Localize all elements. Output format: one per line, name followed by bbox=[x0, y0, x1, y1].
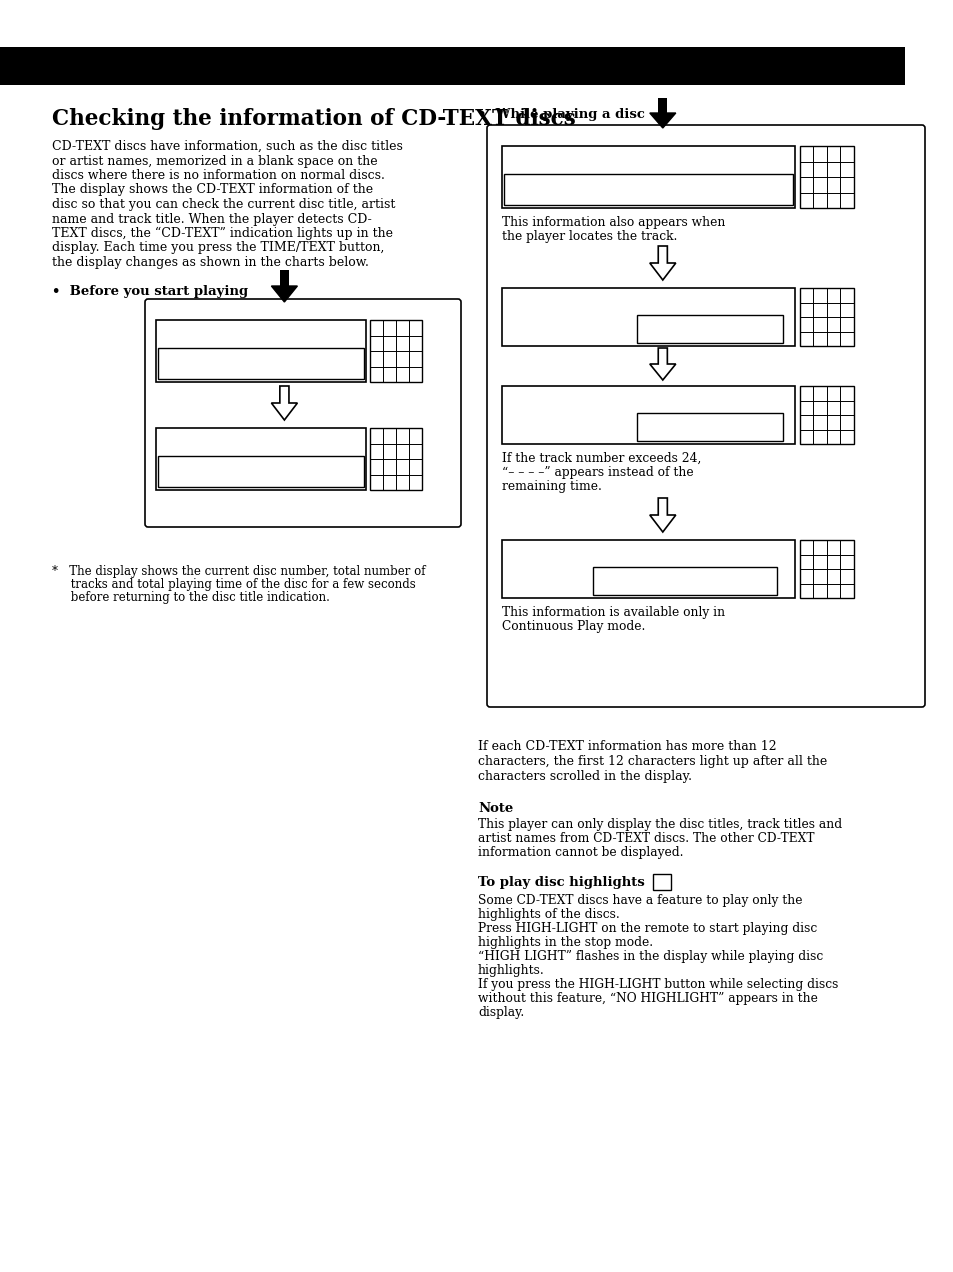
Text: TEXT discs, the “CD-TEXT” indication lights up in the: TEXT discs, the “CD-TEXT” indication lig… bbox=[52, 226, 393, 240]
Polygon shape bbox=[271, 385, 297, 420]
Text: 2: 2 bbox=[505, 570, 513, 583]
Text: Sony Band: Sony Band bbox=[160, 460, 232, 473]
Bar bbox=[800, 385, 853, 444]
Text: information cannot be displayed.: information cannot be displayed. bbox=[477, 846, 682, 859]
Text: HitechBlues: HitechBlues bbox=[505, 178, 594, 191]
Text: 2    1: 2 1 bbox=[505, 318, 551, 331]
Bar bbox=[156, 427, 366, 490]
Text: characters scrolled in the display.: characters scrolled in the display. bbox=[477, 770, 691, 784]
Text: 2    1│  1.56: 2 1│ 1.56 bbox=[505, 318, 604, 333]
Text: artist names from CD-TEXT discs. The other CD-TEXT: artist names from CD-TEXT discs. The oth… bbox=[477, 832, 814, 845]
Text: highlights in the stop mode.: highlights in the stop mode. bbox=[477, 936, 653, 949]
Text: the display changes as shown in the charts below.: the display changes as shown in the char… bbox=[52, 256, 369, 268]
Bar bbox=[800, 146, 853, 209]
Text: ʒʒʒʒʒ: ʒʒʒʒʒ bbox=[223, 441, 251, 450]
Text: -58.50: -58.50 bbox=[597, 570, 642, 583]
Text: Sony Band: Sony Band bbox=[160, 460, 232, 473]
Text: without this feature, “NO HIGHLIGHT” appears in the: without this feature, “NO HIGHLIGHT” app… bbox=[477, 992, 817, 1005]
Text: 2    1│ -1.57: 2 1│ -1.57 bbox=[505, 416, 604, 431]
Bar bbox=[158, 349, 364, 379]
Text: or artist names, memorized in a blank space on the: or artist names, memorized in a blank sp… bbox=[52, 154, 377, 168]
Text: ʒʒʒʒʒ: ʒʒʒʒʒ bbox=[595, 160, 622, 169]
Bar bbox=[158, 455, 364, 487]
Bar bbox=[501, 146, 794, 209]
Text: Some CD-TEXT discs have a feature to play only the: Some CD-TEXT discs have a feature to pla… bbox=[477, 894, 801, 907]
Bar bbox=[636, 314, 782, 342]
Text: If you press the HIGH-LIGHT button while selecting discs: If you press the HIGH-LIGHT button while… bbox=[477, 978, 838, 991]
Text: characters, the first 12 characters light up after all the: characters, the first 12 characters ligh… bbox=[477, 756, 826, 768]
Text: *   The display shows the current disc number, total number of: * The display shows the current disc num… bbox=[52, 565, 425, 577]
Text: i: i bbox=[657, 876, 659, 885]
Text: remaining time.: remaining time. bbox=[501, 480, 601, 494]
Text: Continuous Play mode.: Continuous Play mode. bbox=[501, 619, 644, 633]
Text: This information also appears when: This information also appears when bbox=[501, 216, 724, 229]
Bar bbox=[156, 321, 366, 382]
Text: highlights.: highlights. bbox=[477, 964, 544, 977]
Bar bbox=[279, 270, 289, 286]
Text: •  Before you start playing: • Before you start playing bbox=[52, 285, 248, 298]
Bar bbox=[652, 874, 670, 890]
Text: 2    1: 2 1 bbox=[505, 416, 551, 429]
Text: tracks and total playing time of the disc for a few seconds: tracks and total playing time of the dis… bbox=[52, 577, 416, 591]
Text: 1.56: 1.56 bbox=[640, 318, 686, 331]
Bar bbox=[658, 98, 667, 113]
Text: ʒʒʒʒʒ: ʒʒʒʒʒ bbox=[595, 553, 622, 562]
Text: The display shows the CD-TEXT information of the: The display shows the CD-TEXT informatio… bbox=[52, 183, 373, 196]
Text: Checking the information of CD-TEXT discs: Checking the information of CD-TEXT disc… bbox=[52, 108, 576, 130]
Text: CD-TEXT discs have information, such as the disc titles: CD-TEXT discs have information, such as … bbox=[52, 140, 402, 153]
Bar bbox=[503, 174, 792, 205]
Text: before returning to the disc title indication.: before returning to the disc title indic… bbox=[52, 591, 330, 604]
Text: -1.57: -1.57 bbox=[640, 416, 686, 429]
Bar bbox=[800, 287, 853, 346]
Bar bbox=[592, 567, 777, 594]
Text: name and track title. When the player detects CD-: name and track title. When the player de… bbox=[52, 212, 372, 225]
Polygon shape bbox=[649, 113, 675, 128]
Text: “HIGH LIGHT” flashes in the display while playing disc: “HIGH LIGHT” flashes in the display whil… bbox=[477, 950, 822, 963]
Text: •  While playing a disc: • While playing a disc bbox=[477, 108, 644, 121]
Text: Press HIGH-LIGHT on the remote to start playing disc: Press HIGH-LIGHT on the remote to start … bbox=[477, 922, 817, 935]
Text: display.: display. bbox=[477, 1006, 524, 1019]
Text: This player can only display the disc titles, track titles and: This player can only display the disc ti… bbox=[477, 818, 841, 831]
Polygon shape bbox=[649, 245, 675, 280]
Text: Note: Note bbox=[477, 803, 513, 815]
Text: ʒʒʒʒʒ: ʒʒʒʒʒ bbox=[595, 398, 622, 408]
Text: ʒʒʒʒʒ: ʒʒʒʒʒ bbox=[595, 300, 622, 310]
Bar bbox=[370, 321, 421, 382]
Bar bbox=[501, 541, 794, 598]
Bar bbox=[0, 47, 904, 85]
Text: SONYHITS: SONYHITS bbox=[160, 352, 224, 365]
Text: SONYHITS: SONYHITS bbox=[160, 352, 224, 365]
Text: If the track number exceeds 24,: If the track number exceeds 24, bbox=[501, 452, 700, 466]
Text: “– – – –” appears instead of the: “– – – –” appears instead of the bbox=[501, 466, 693, 480]
Bar bbox=[370, 427, 421, 490]
Text: This information is available only in: This information is available only in bbox=[501, 605, 724, 619]
Bar bbox=[800, 541, 853, 598]
Text: HitechBlues: HitechBlues bbox=[505, 178, 594, 191]
Polygon shape bbox=[271, 286, 297, 301]
Text: display. Each time you press the TIME/TEXT button,: display. Each time you press the TIME/TE… bbox=[52, 242, 384, 254]
Text: 2    │-58.50: 2 │-58.50 bbox=[505, 570, 597, 585]
Bar bbox=[501, 287, 794, 346]
Text: the player locates the track.: the player locates the track. bbox=[501, 230, 677, 243]
Bar bbox=[636, 412, 782, 440]
Text: disc so that you can check the current disc title, artist: disc so that you can check the current d… bbox=[52, 198, 395, 211]
Polygon shape bbox=[649, 499, 675, 532]
Text: To play disc highlights: To play disc highlights bbox=[477, 876, 644, 889]
Text: ʒʒʒʒʒ: ʒʒʒʒʒ bbox=[223, 333, 251, 342]
Bar bbox=[501, 385, 794, 444]
Text: highlights of the discs.: highlights of the discs. bbox=[477, 908, 619, 921]
Text: If each CD-TEXT information has more than 12: If each CD-TEXT information has more tha… bbox=[477, 740, 776, 753]
Text: discs where there is no information on normal discs.: discs where there is no information on n… bbox=[52, 169, 384, 182]
Polygon shape bbox=[649, 349, 675, 380]
